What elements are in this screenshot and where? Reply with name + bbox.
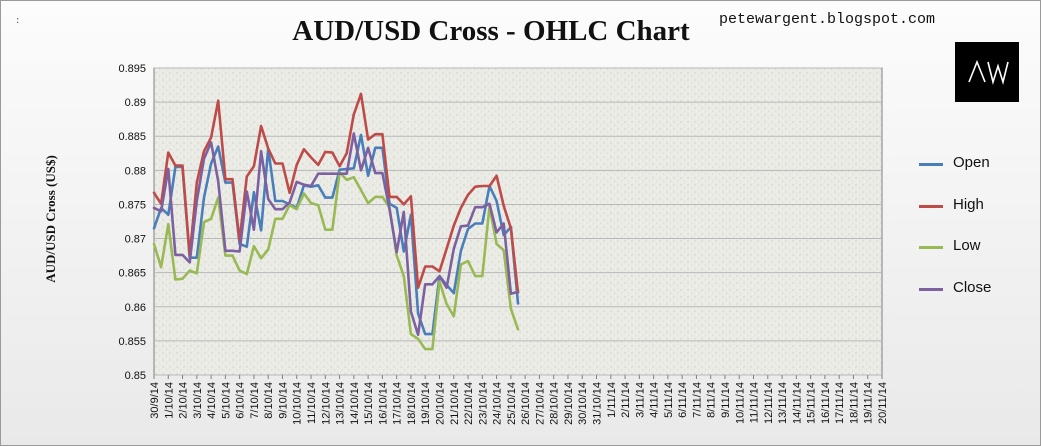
x-tick-label-25: 25/10/14 (506, 382, 518, 425)
x-tick-label-44: 13/11/14 (777, 382, 789, 424)
series-lines (152, 92, 520, 351)
legend-label-open: Open (953, 154, 990, 171)
series-line-high (152, 92, 520, 294)
x-tick-label-40: 9/11/14 (720, 382, 732, 418)
legend: Open High Low Close (919, 151, 1029, 317)
series-line-low (152, 171, 520, 351)
aw-logo-mark (968, 59, 1009, 85)
y-tick-label-0: 0.85 (125, 370, 146, 382)
blog-watermark: petewargent.blogspot.com (719, 11, 936, 28)
y-tick-label-1: 0.855 (118, 336, 146, 348)
x-tick-label-38: 7/11/14 (691, 382, 703, 418)
x-tick-label-19: 19/10/14 (420, 382, 432, 425)
x-tick-label-42: 11/11/14 (749, 382, 761, 423)
x-tick-label-50: 19/11/14 (863, 382, 875, 424)
x-tick-label-12: 12/10/14 (320, 382, 332, 425)
series-line-close (152, 132, 520, 337)
legend-swatch-high (919, 204, 943, 208)
x-tick-label-13: 13/10/14 (335, 382, 347, 425)
x-tick-label-43: 12/11/14 (763, 382, 775, 424)
x-tick-label-51: 20/11/14 (877, 382, 889, 424)
x-tick-label-35: 4/11/14 (649, 382, 661, 418)
legend-swatch-close (919, 287, 943, 291)
x-tick-label-1: 1/10/14 (163, 382, 175, 419)
corner-mark: : (15, 16, 21, 26)
x-tick-label-10: 10/10/14 (292, 382, 304, 425)
x-tick-label-31: 31/10/14 (592, 382, 604, 425)
x-tick-label-9: 9/10/14 (277, 382, 289, 419)
y-tick-label-3: 0.865 (118, 268, 146, 280)
x-tick-label-4: 4/10/14 (206, 382, 218, 419)
y-tick-label-5: 0.875 (118, 199, 146, 211)
x-tick-label-49: 18/11/14 (848, 382, 860, 424)
x-tick-label-39: 8/11/14 (706, 382, 718, 418)
x-tick-label-17: 17/10/14 (392, 382, 404, 425)
y-tick-label-4: 0.87 (125, 234, 146, 246)
x-tick-label-29: 29/10/14 (563, 382, 575, 425)
x-tick-label-16: 16/10/14 (377, 382, 389, 425)
y-tick-labels: 0.85 0.855 0.86 0.865 0.87 0.875 0.88 0.885 0.89… (118, 63, 146, 382)
x-tick-label-18: 18/10/14 (406, 382, 418, 425)
legend-item-low: Low (919, 234, 1029, 276)
x-tick-label-41: 10/11/14 (734, 382, 746, 424)
legend-item-close: Close (919, 276, 1029, 318)
x-tick-label-21: 21/10/14 (449, 382, 461, 425)
x-tick-label-14: 14/10/14 (349, 382, 361, 425)
x-tick-label-27: 27/10/14 (534, 382, 546, 425)
x-tick-labels: 30/9/14 1/10/14 2/10/14 3/10/14 4/10/14 5/10/… (149, 375, 889, 425)
x-tick-label-22: 22/10/14 (463, 382, 475, 425)
x-tick-label-33: 2/11/14 (620, 382, 632, 418)
x-tick-label-48: 17/11/14 (834, 382, 846, 424)
x-tick-label-20: 20/10/14 (434, 382, 446, 425)
legend-item-open: Open (919, 151, 1029, 193)
x-tick-label-5: 5/10/14 (220, 382, 232, 419)
y-tick-label-6: 0.88 (125, 165, 146, 177)
x-tick-label-2: 2/10/14 (178, 382, 190, 419)
legend-item-high: High (919, 193, 1029, 235)
legend-swatch-low (919, 246, 943, 249)
x-tick-label-34: 3/11/14 (634, 382, 646, 418)
x-tick-label-28: 28/10/14 (549, 382, 561, 425)
y-tick-label-8: 0.89 (125, 97, 146, 109)
x-tick-label-32: 1/11/14 (606, 382, 618, 418)
x-tick-label-26: 26/10/14 (520, 382, 532, 425)
x-tick-label-6: 6/10/14 (235, 382, 247, 419)
x-tick-label-37: 6/11/14 (677, 382, 689, 418)
chart-title: AUD/USD Cross - OHLC Chart (292, 15, 690, 47)
x-tick-label-3: 3/10/14 (192, 382, 204, 419)
x-tick-label-24: 24/10/14 (492, 382, 504, 425)
y-tick-label-9: 0.895 (118, 63, 146, 75)
x-tick-label-23: 23/10/14 (477, 382, 489, 425)
x-tick-label-8: 8/10/14 (263, 382, 275, 419)
legend-label-high: High (953, 195, 984, 213)
x-tick-label-15: 15/10/14 (363, 382, 375, 425)
legend-label-close: Close (953, 278, 992, 296)
y-tick-label-7: 0.885 (118, 131, 146, 143)
x-tick-label-46: 15/11/14 (806, 382, 818, 424)
aw-logo (955, 42, 1019, 102)
gridlines (154, 67, 882, 376)
x-tick-label-7: 7/10/14 (249, 382, 261, 419)
x-tick-label-45: 14/11/14 (791, 382, 803, 424)
x-tick-label-30: 30/10/14 (577, 382, 589, 425)
x-tick-label-0: 30/9/14 (149, 382, 161, 419)
legend-swatch-open (919, 163, 943, 166)
x-tick-label-11: 11/10/14 (306, 382, 318, 424)
x-tick-label-36: 5/11/14 (663, 382, 675, 418)
x-tick-label-47: 16/11/14 (820, 382, 832, 424)
y-tick-label-2: 0.86 (125, 302, 146, 314)
legend-label-low: Low (953, 237, 981, 254)
